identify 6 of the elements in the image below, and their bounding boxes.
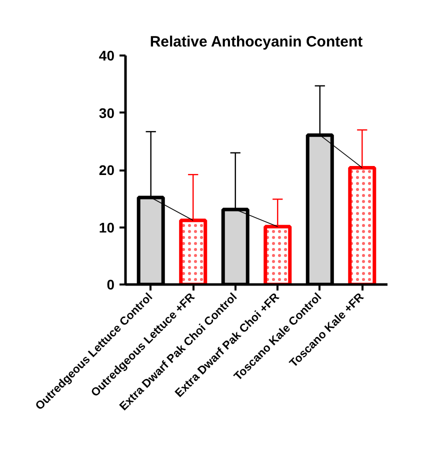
y-tick-label: 10 — [98, 219, 115, 236]
chart-title: Relative Anthocyanin Content — [150, 34, 363, 50]
y-tick-label: 20 — [98, 162, 115, 178]
y-tick-label: 40 — [98, 48, 115, 64]
y-tick-label: 30 — [98, 104, 115, 121]
y-tick-label: 0 — [106, 276, 115, 292]
